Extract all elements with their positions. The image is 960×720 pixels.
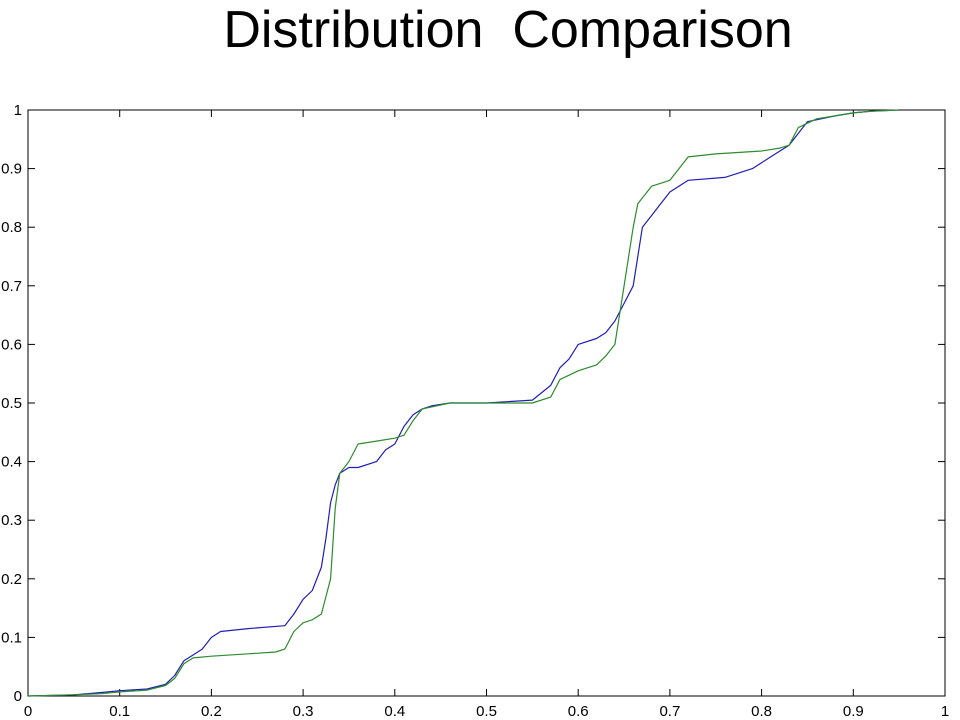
x-tick-label: 0: [24, 703, 32, 720]
series-layer: [27, 109, 900, 697]
x-tick-label: 0.3: [293, 703, 314, 720]
y-tick-label: 0.7: [1, 278, 22, 295]
x-tick-label: 0.5: [476, 703, 497, 720]
x-tick-label: 0.9: [843, 703, 864, 720]
x-tick-label: 0.2: [201, 703, 222, 720]
series-line-2: [27, 109, 900, 697]
x-tick-label: 0.1: [109, 703, 130, 720]
axis-tick-labels: 0 0.1 0.2 0.3 0.4 0.5 0.6 0.7 0.8 0.9 1 0 0.1 0.2 0.3 0…: [1, 102, 949, 720]
y-tick-label: 0.8: [1, 219, 22, 236]
y-tick-label: 1: [14, 102, 22, 119]
y-tick-label: 0: [14, 688, 22, 705]
y-tick-label: 0.5: [1, 395, 22, 412]
chart-title: Distribution Comparison: [223, 1, 793, 59]
x-tick-label: 0.4: [384, 703, 405, 720]
y-tick-label: 0.4: [1, 454, 22, 471]
axis-ticks: [27, 109, 946, 697]
y-tick-label: 0.1: [1, 629, 22, 646]
y-tick-label: 0.6: [1, 336, 22, 353]
x-tick-label: 1: [941, 703, 949, 720]
x-tick-label: 0.8: [751, 703, 772, 720]
y-tick-label: 0.2: [1, 571, 22, 588]
x-tick-label: 0.7: [659, 703, 680, 720]
x-tick-label: 0.6: [568, 703, 589, 720]
y-tick-label: 0.9: [1, 161, 22, 178]
y-tick-label: 0.3: [1, 512, 22, 529]
